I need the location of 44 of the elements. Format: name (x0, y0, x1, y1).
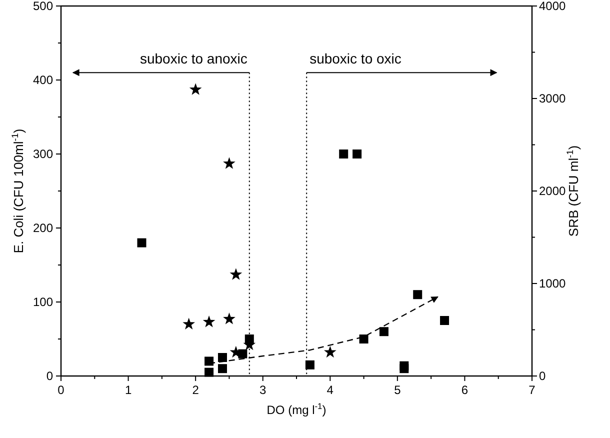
y2-tick-label: 1000 (539, 276, 566, 290)
y-tick-label: 100 (32, 295, 54, 309)
point (182, 318, 196, 330)
annotation: suboxic to anoxic (140, 50, 248, 67)
point (339, 150, 348, 158)
point (352, 150, 362, 158)
point (218, 353, 227, 362)
x-tick-label: 3 (260, 383, 267, 397)
y2-tick-label: 2000 (539, 184, 566, 198)
point (204, 356, 214, 366)
point (244, 334, 254, 344)
y-tick-label: 0 (46, 369, 54, 383)
y-tick-label: 400 (32, 73, 54, 87)
point (324, 346, 336, 358)
point (189, 83, 202, 95)
point (223, 157, 236, 169)
point (238, 349, 248, 358)
point (204, 368, 214, 377)
y-tick-label: 500 (32, 0, 54, 13)
point (223, 312, 236, 324)
point (305, 360, 314, 370)
x-tick-label: 4 (326, 383, 334, 397)
point (400, 364, 409, 374)
x-tick-label: 2 (192, 383, 200, 397)
point (230, 268, 242, 280)
point (440, 316, 450, 325)
y-tick-label: 200 (32, 221, 54, 235)
x-tick-label: 0 (58, 383, 65, 397)
y2-tick-label: 4000 (539, 0, 566, 13)
x-tick-label: 5 (394, 383, 402, 397)
point (413, 290, 422, 300)
x-tick-label: 1 (124, 383, 132, 397)
x-tick-label: 6 (461, 383, 468, 397)
x-tick-label: 7 (528, 383, 536, 397)
annotation: suboxic to oxic (310, 50, 402, 67)
point (379, 327, 388, 336)
y2-tick-label: 0 (539, 369, 546, 383)
y2-tick-label: 3000 (539, 92, 566, 106)
point (218, 364, 227, 374)
x-axis-title: DO (mg l$^{-1}$) (266, 401, 326, 417)
point (359, 334, 368, 344)
point (202, 315, 216, 328)
y-tick-label: 300 (32, 147, 54, 161)
point (137, 238, 146, 248)
